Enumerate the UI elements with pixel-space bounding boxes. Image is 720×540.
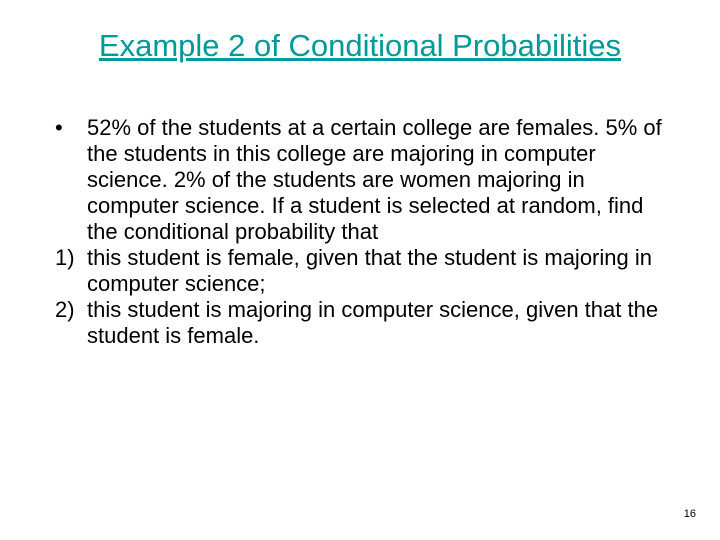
- slide-body: • 52% of the students at a certain colle…: [55, 115, 670, 349]
- slide: Example 2 of Conditional Probabilities •…: [0, 0, 720, 540]
- bullet-marker: 2): [55, 297, 87, 323]
- bullet-marker: •: [55, 115, 87, 141]
- bullet-text: this student is female, given that the s…: [87, 245, 670, 297]
- bullet-text: 52% of the students at a certain college…: [87, 115, 670, 245]
- list-item: • 52% of the students at a certain colle…: [55, 115, 670, 245]
- bullet-text: this student is majoring in computer sci…: [87, 297, 670, 349]
- list-item: 1) this student is female, given that th…: [55, 245, 670, 297]
- list-item: 2) this student is majoring in computer …: [55, 297, 670, 349]
- slide-title: Example 2 of Conditional Probabilities: [0, 28, 720, 64]
- page-number: 16: [684, 508, 696, 520]
- bullet-marker: 1): [55, 245, 87, 271]
